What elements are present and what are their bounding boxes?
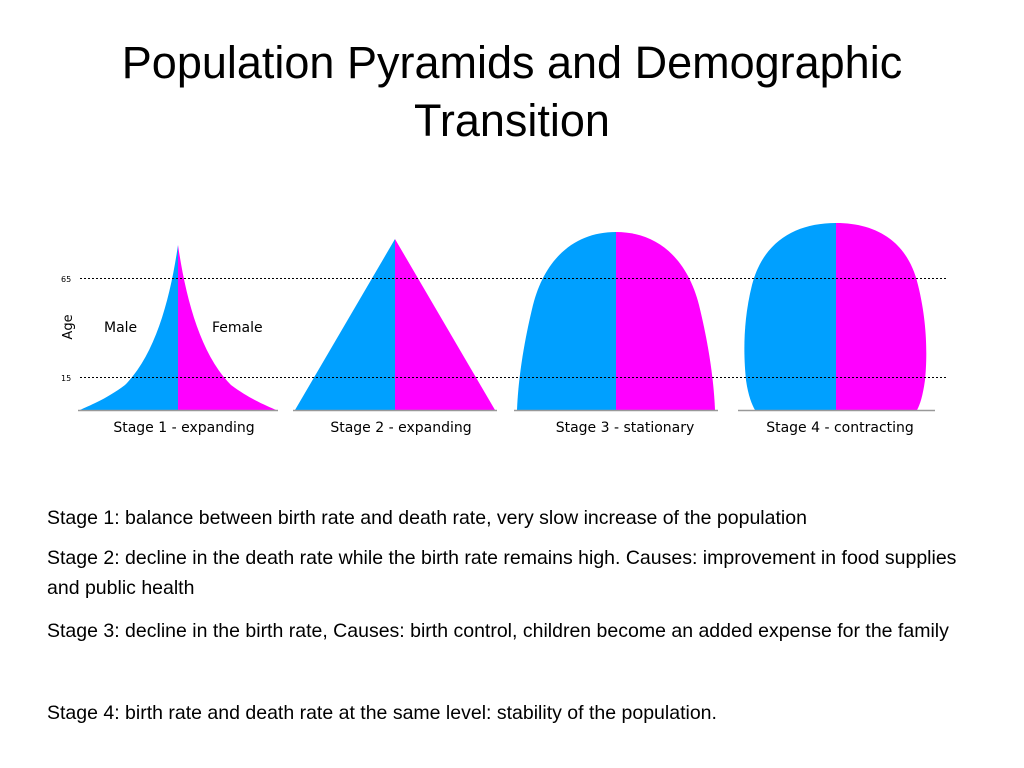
stage-4-male-half <box>744 223 836 410</box>
male-label: Male <box>104 320 137 336</box>
stage-2-caption: Stage 2 - expanding <box>330 420 471 436</box>
stage-4-note: Stage 4: birth rate and death rate at th… <box>47 702 717 724</box>
stage-3-male-half <box>517 232 616 410</box>
stage-1-caption: Stage 1 - expanding <box>113 420 254 436</box>
pyramid-stage-1 <box>80 245 276 410</box>
age-tick-65: 65 <box>61 275 71 284</box>
stage-2-male-half <box>295 239 395 410</box>
female-label: Female <box>212 320 263 336</box>
pyramid-stage-2 <box>295 239 495 410</box>
stage-1-male-half <box>80 245 178 410</box>
pyramid-stage-3 <box>517 232 715 410</box>
stage-1-note: Stage 1: balance between birth rate and … <box>47 507 807 529</box>
slide-title-line-2: Transition <box>414 95 610 146</box>
stage-1-female-half <box>178 245 276 410</box>
slide-title: Population Pyramids and Demographic Tran… <box>0 34 1024 150</box>
age-axis-label: Age <box>61 314 76 339</box>
age-tick-15: 15 <box>61 374 71 383</box>
stage-4-female-half <box>836 223 927 410</box>
stage-2-female-half <box>395 239 495 410</box>
slide-title-line-1: Population Pyramids and Demographic <box>121 37 903 88</box>
stage-4-caption: Stage 4 - contracting <box>766 420 914 436</box>
stage-3-female-half <box>616 232 715 410</box>
pyramid-stage-4 <box>744 223 927 410</box>
stage-3-note: Stage 3: decline in the birth rate, Caus… <box>47 620 949 642</box>
stage-3-caption: Stage 3 - stationary <box>556 420 695 436</box>
stage-2-note: Stage 2: decline in the death rate while… <box>47 547 957 599</box>
